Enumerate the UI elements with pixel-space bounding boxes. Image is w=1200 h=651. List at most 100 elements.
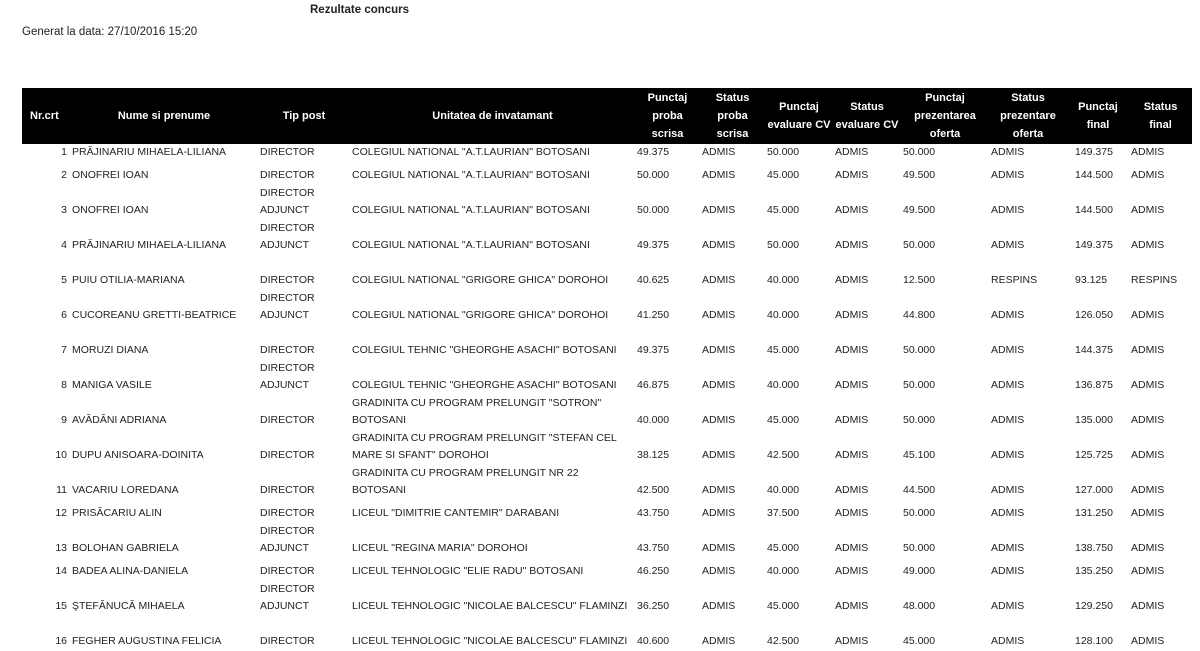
cell-presentation-status: ADMIS <box>991 507 1025 519</box>
cell-nr: 2 <box>61 169 67 181</box>
cell-written-status: ADMIS <box>702 542 736 554</box>
cell-presentation-status: ADMIS <box>991 204 1025 216</box>
cell-post-type: DIRECTOR <box>260 565 315 577</box>
column-header-written-status: Status proba scrisa <box>715 92 750 140</box>
cell-post-type: DIRECTOR ADJUNCT <box>260 292 315 321</box>
cell-final-status: ADMIS <box>1131 344 1165 356</box>
cell-presentation-status: ADMIS <box>991 635 1025 647</box>
cell-presentation-status: ADMIS <box>991 414 1025 426</box>
cell-written-score: 36.250 <box>637 600 670 612</box>
cell-school: COLEGIUL NATIONAL "A.T.LAURIAN" BOTOSANI <box>352 146 590 158</box>
cell-school: LICEUL TEHNOLOGIC "NICOLAE BALCESCU" FLA… <box>352 635 628 647</box>
cell-name: MANIGA VASILE <box>72 379 152 391</box>
column-header-name: Nume si prenume <box>117 110 211 122</box>
cell-cv-score: 50.000 <box>767 239 800 251</box>
column-header-final-status: Status final <box>1143 101 1178 131</box>
cell-cv-status: ADMIS <box>835 309 869 321</box>
table-row: 11 VACARIU LOREDANA DIRECTOR GRADINITA CU P… <box>22 465 1192 500</box>
cell-presentation-score: 50.000 <box>903 507 936 519</box>
cell-nr: 9 <box>61 414 67 426</box>
cell-written-score: 40.625 <box>637 274 670 286</box>
table-row: 5 PUIU OTILIA-MARIANA DIRECTOR COLEGIUL NAT… <box>22 255 1192 290</box>
cell-final-status: ADMIS <box>1131 379 1165 391</box>
cell-final-score: 93.125 <box>1075 274 1108 286</box>
cell-school: LICEUL TEHNOLOGIC "ELIE RADU" BOTOSANI <box>352 565 584 577</box>
cell-cv-score: 42.500 <box>767 635 800 647</box>
cell-nr: 8 <box>61 379 67 391</box>
cell-school: GRADINITA CU PROGRAM PRELUNGIT "SOTRON" … <box>352 397 602 426</box>
cell-post-type: DIRECTOR ADJUNCT <box>260 525 315 554</box>
cell-school: COLEGIUL NATIONAL "GRIGORE GHICA" DOROHO… <box>352 274 609 286</box>
cell-post-type: DIRECTOR ADJUNCT <box>260 187 315 216</box>
cell-post-type: DIRECTOR <box>260 507 315 519</box>
cell-presentation-score: 50.000 <box>903 414 936 426</box>
table-header: Nr.crt Nume si prenume Tip post Unitatea de… <box>22 88 1192 144</box>
cell-nr: 16 <box>55 635 67 647</box>
cell-written-status: ADMIS <box>702 449 736 461</box>
cell-written-status: ADMIS <box>702 309 736 321</box>
cell-written-status: ADMIS <box>702 565 736 577</box>
cell-final-status: ADMIS <box>1131 635 1165 647</box>
cell-presentation-score: 50.000 <box>903 239 936 251</box>
table-row: 7 MORUZI DIANA DIRECTOR COLEGIUL TEHNIC "GH… <box>22 325 1192 360</box>
cell-name: MORUZI DIANA <box>72 344 149 356</box>
cell-written-status: ADMIS <box>702 600 736 612</box>
cell-cv-score: 45.000 <box>767 542 800 554</box>
cell-cv-status: ADMIS <box>835 542 869 554</box>
cell-final-score: 126.050 <box>1075 309 1113 321</box>
cell-nr: 14 <box>55 565 67 577</box>
report-title: Rezultate concurs <box>310 4 410 16</box>
cell-post-type: DIRECTOR <box>260 449 315 461</box>
cell-name: PRISĂCARIU ALIN <box>72 507 162 519</box>
cell-school: LICEUL "REGINA MARIA" DOROHOI <box>352 542 528 554</box>
cell-final-status: ADMIS <box>1131 484 1165 496</box>
table-row: 2 ONOFREI IOAN DIRECTOR COLEGIUL NATIONAL "… <box>22 162 1192 185</box>
cell-cv-score: 45.000 <box>767 169 800 181</box>
cell-name: FEGHER AUGUSTINA FELICIA <box>72 635 222 647</box>
cell-written-score: 49.375 <box>637 146 670 158</box>
cell-cv-score: 40.000 <box>767 565 800 577</box>
cell-nr: 5 <box>61 274 67 286</box>
table-row: 1 PRĂJINARIU MIHAELA-LILIANA DIRECTOR COLEG… <box>22 144 1192 162</box>
cell-final-score: 136.875 <box>1075 379 1113 391</box>
cell-written-score: 49.375 <box>637 344 670 356</box>
cell-final-status: ADMIS <box>1131 565 1165 577</box>
cell-name: BADEA ALINA-DANIELA <box>72 565 189 577</box>
cell-cv-status: ADMIS <box>835 204 869 216</box>
cell-final-score: 131.250 <box>1075 507 1113 519</box>
cell-written-score: 40.600 <box>637 635 670 647</box>
cell-final-status: ADMIS <box>1131 449 1165 461</box>
cell-post-type: DIRECTOR <box>260 146 315 158</box>
cell-presentation-status: ADMIS <box>991 600 1025 612</box>
cell-nr: 1 <box>61 146 67 158</box>
cell-written-score: 46.250 <box>637 565 670 577</box>
cell-nr: 12 <box>55 507 67 519</box>
cell-final-score: 144.500 <box>1075 204 1113 216</box>
cell-name: CUCOREANU GRETTI-BEATRICE <box>72 309 237 321</box>
table-row: 9 AVĂDĂNI ADRIANA DIRECTOR GRADINITA CU PRO… <box>22 395 1192 430</box>
cell-cv-score: 50.000 <box>767 146 800 158</box>
cell-nr: 13 <box>55 542 67 554</box>
cell-presentation-status: ADMIS <box>991 379 1025 391</box>
table-row: 3 ONOFREI IOAN DIRECTOR ADJUNCT COLEGIUL NA… <box>22 185 1192 220</box>
cell-written-status: ADMIS <box>702 635 736 647</box>
cell-name: PRĂJINARIU MIHAELA-LILIANA <box>72 239 227 251</box>
cell-presentation-status: ADMIS <box>991 542 1025 554</box>
cell-written-score: 50.000 <box>637 169 670 181</box>
cell-presentation-status: ADMIS <box>991 344 1025 356</box>
cell-final-score: 144.500 <box>1075 169 1113 181</box>
column-header-school: Unitatea de invatamant <box>432 110 553 122</box>
cell-presentation-score: 44.500 <box>903 484 936 496</box>
cell-written-status: ADMIS <box>702 344 736 356</box>
cell-written-status: ADMIS <box>702 414 736 426</box>
cell-post-type: DIRECTOR <box>260 414 315 426</box>
cell-presentation-score: 45.100 <box>903 449 936 461</box>
cell-cv-status: ADMIS <box>835 414 869 426</box>
table-row: 16 FEGHER AUGUSTINA FELICIA DIRECTOR LICEUL… <box>22 616 1192 651</box>
cell-written-score: 38.125 <box>637 449 670 461</box>
cell-final-status: ADMIS <box>1131 600 1165 612</box>
cell-name: PRĂJINARIU MIHAELA-LILIANA <box>72 146 227 158</box>
cell-post-type: DIRECTOR ADJUNCT <box>260 583 315 612</box>
cell-name: VACARIU LOREDANA <box>72 484 179 496</box>
cell-written-score: 46.875 <box>637 379 670 391</box>
